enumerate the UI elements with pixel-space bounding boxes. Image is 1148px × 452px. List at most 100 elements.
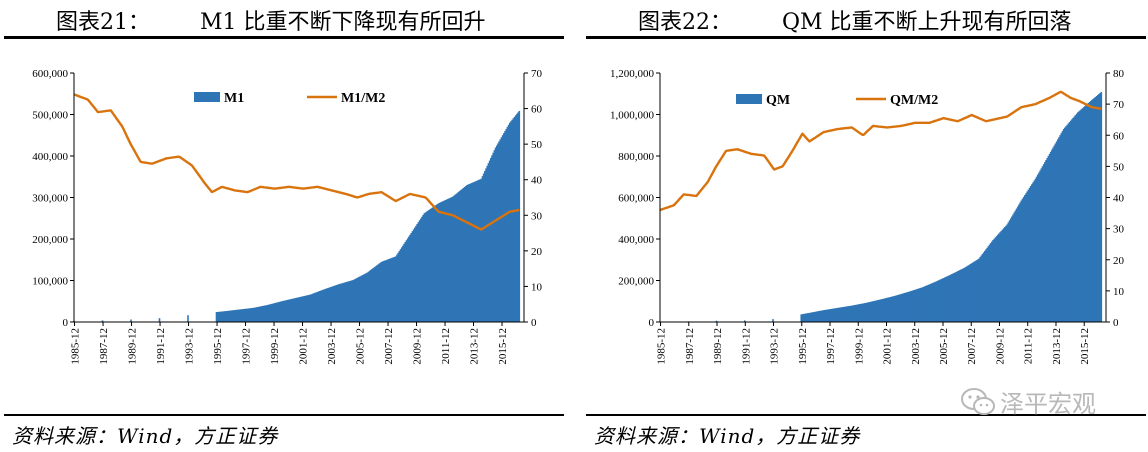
right-y-tick-label: 50 xyxy=(1113,161,1125,173)
bar xyxy=(326,288,328,322)
x-tick-label: 2013-12 xyxy=(469,328,481,365)
bar xyxy=(341,283,344,322)
bar xyxy=(319,291,321,322)
bar xyxy=(906,292,908,322)
figure-21-header: 图表21： M1 比重不断下降现有所回升 xyxy=(4,0,564,36)
bar xyxy=(840,307,843,322)
bar xyxy=(298,297,301,322)
bar xyxy=(914,289,917,322)
bar xyxy=(270,304,272,322)
bar xyxy=(1039,170,1041,322)
bar xyxy=(1047,155,1050,322)
figure-22-header: 图表22： QM 比重不断上升现有所回落 xyxy=(586,0,1146,36)
bar xyxy=(343,282,346,322)
bar xyxy=(802,313,805,322)
bar xyxy=(430,208,433,322)
bar xyxy=(475,180,478,322)
bar xyxy=(498,141,500,322)
bar xyxy=(468,183,471,322)
bar xyxy=(1048,153,1051,322)
legend-line-label: M1/M2 xyxy=(341,91,385,106)
bar xyxy=(1055,141,1058,322)
bar xyxy=(256,307,258,322)
bar xyxy=(332,286,334,322)
bar xyxy=(471,182,473,322)
bar xyxy=(882,298,885,322)
x-tick-label: 1991-12 xyxy=(155,328,167,365)
bar xyxy=(801,314,804,322)
bar xyxy=(826,309,828,322)
bar xyxy=(986,247,988,322)
bar xyxy=(418,220,421,322)
bar xyxy=(442,201,445,322)
bar xyxy=(934,281,937,322)
bar xyxy=(514,115,517,322)
figure-22-number: 图表22： xyxy=(638,10,732,35)
bar xyxy=(292,298,295,322)
bar xyxy=(304,295,307,322)
x-tick-label: 2005-12 xyxy=(938,328,950,365)
left-y-tick-label: 800,000 xyxy=(618,151,654,163)
bar xyxy=(1100,92,1103,322)
bar xyxy=(257,306,259,322)
bar xyxy=(948,275,951,322)
bar xyxy=(1060,133,1063,322)
bar xyxy=(518,110,521,322)
bar xyxy=(215,312,218,322)
right-y-tick-label: 10 xyxy=(1113,286,1125,298)
bar xyxy=(316,291,319,322)
bar xyxy=(856,304,859,322)
bar xyxy=(820,310,823,322)
bar xyxy=(314,292,316,322)
x-tick-label: 2005-12 xyxy=(355,328,367,365)
bar xyxy=(225,311,227,322)
right-y-tick-label: 60 xyxy=(531,104,543,116)
bar xyxy=(228,310,231,322)
bar xyxy=(1099,93,1101,322)
x-tick-label: 2011-12 xyxy=(440,328,452,364)
bar xyxy=(309,294,312,322)
bar xyxy=(999,232,1001,322)
bar xyxy=(370,269,372,322)
bar xyxy=(455,193,458,322)
bar xyxy=(511,119,513,322)
bar xyxy=(265,305,268,322)
bar xyxy=(226,310,228,322)
bar xyxy=(1024,195,1026,322)
bar xyxy=(488,160,491,322)
bar xyxy=(1027,189,1030,322)
bar xyxy=(1034,178,1037,322)
bar xyxy=(409,234,411,322)
bar xyxy=(237,309,239,322)
bar xyxy=(459,190,461,322)
x-tick-label: 1989-12 xyxy=(712,328,724,365)
x-tick-label: 1985-12 xyxy=(70,328,82,365)
bar xyxy=(1015,208,1018,322)
bar xyxy=(855,304,858,322)
bar xyxy=(303,295,306,322)
bar xyxy=(385,260,388,322)
bar xyxy=(1085,105,1087,323)
bar xyxy=(450,197,453,322)
bar xyxy=(247,308,250,322)
bar xyxy=(289,299,291,322)
bar xyxy=(327,287,329,322)
bar xyxy=(969,263,972,322)
x-tick-label: 2007-12 xyxy=(383,328,395,365)
bar xyxy=(260,306,263,322)
bar xyxy=(487,163,490,322)
bar xyxy=(447,198,449,322)
bar xyxy=(811,312,813,322)
bar xyxy=(417,222,420,322)
bar xyxy=(715,320,718,322)
bar xyxy=(1008,220,1011,322)
bar xyxy=(1098,94,1100,322)
bar xyxy=(335,285,338,322)
bar xyxy=(244,308,246,322)
bar xyxy=(336,284,339,322)
bar xyxy=(993,238,996,322)
bar xyxy=(854,304,857,322)
bar xyxy=(1061,131,1064,322)
bar xyxy=(841,307,844,322)
bar xyxy=(929,283,932,322)
